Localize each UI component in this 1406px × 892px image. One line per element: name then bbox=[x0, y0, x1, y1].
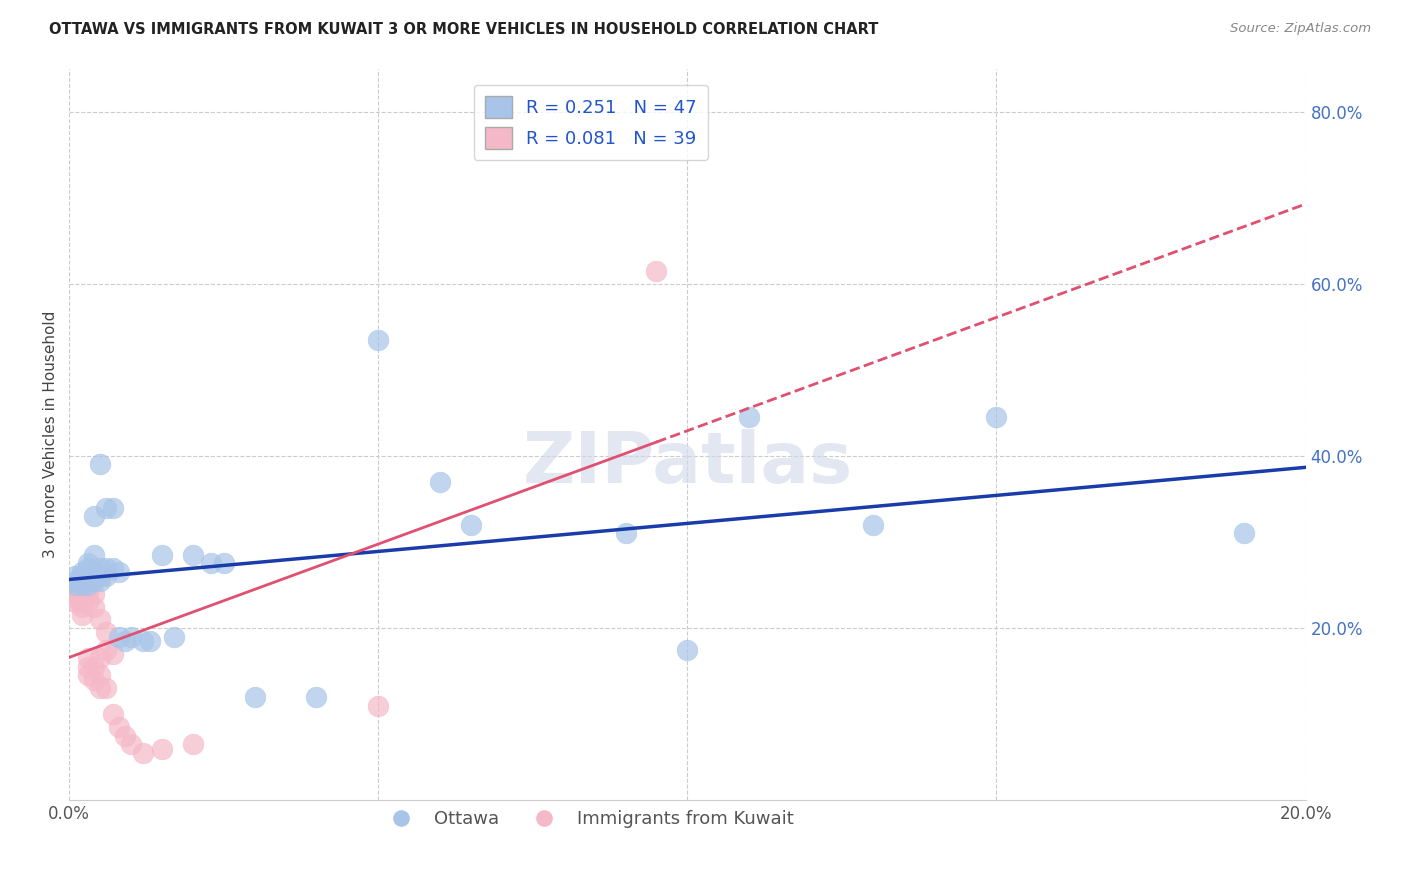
Point bbox=[101, 500, 124, 515]
Point bbox=[986, 410, 1008, 425]
Point bbox=[70, 578, 93, 592]
Point bbox=[83, 509, 105, 524]
Point bbox=[70, 574, 93, 588]
Point bbox=[70, 578, 93, 592]
Point bbox=[76, 561, 98, 575]
Point bbox=[132, 634, 155, 648]
Point bbox=[429, 475, 451, 489]
Text: Source: ZipAtlas.com: Source: ZipAtlas.com bbox=[1230, 22, 1371, 36]
Point bbox=[96, 561, 118, 575]
Point bbox=[181, 548, 204, 562]
Point bbox=[107, 630, 129, 644]
Point bbox=[107, 720, 129, 734]
Point bbox=[76, 660, 98, 674]
Point bbox=[65, 595, 87, 609]
Point bbox=[83, 673, 105, 687]
Point bbox=[83, 660, 105, 674]
Point bbox=[367, 333, 389, 347]
Point bbox=[89, 668, 111, 682]
Point bbox=[70, 608, 93, 623]
Point bbox=[76, 595, 98, 609]
Point bbox=[89, 612, 111, 626]
Point bbox=[65, 586, 87, 600]
Point bbox=[114, 634, 136, 648]
Point bbox=[70, 582, 93, 597]
Text: OTTAWA VS IMMIGRANTS FROM KUWAIT 3 OR MORE VEHICLES IN HOUSEHOLD CORRELATION CHA: OTTAWA VS IMMIGRANTS FROM KUWAIT 3 OR MO… bbox=[49, 22, 879, 37]
Point bbox=[65, 574, 87, 588]
Point bbox=[114, 729, 136, 743]
Legend: Ottawa, Immigrants from Kuwait: Ottawa, Immigrants from Kuwait bbox=[377, 803, 801, 835]
Point bbox=[96, 681, 118, 696]
Point bbox=[101, 561, 124, 575]
Point bbox=[862, 517, 884, 532]
Point bbox=[101, 647, 124, 661]
Point bbox=[150, 548, 173, 562]
Point bbox=[65, 578, 87, 592]
Point bbox=[1233, 526, 1256, 541]
Point bbox=[83, 565, 105, 579]
Point bbox=[76, 651, 98, 665]
Point bbox=[138, 634, 160, 648]
Point bbox=[243, 690, 266, 704]
Point bbox=[460, 517, 482, 532]
Point bbox=[65, 591, 87, 605]
Point bbox=[212, 557, 235, 571]
Point bbox=[76, 582, 98, 597]
Point bbox=[65, 569, 87, 583]
Point bbox=[89, 561, 111, 575]
Point bbox=[83, 548, 105, 562]
Point bbox=[96, 569, 118, 583]
Point bbox=[367, 698, 389, 713]
Point bbox=[76, 565, 98, 579]
Point bbox=[645, 264, 668, 278]
Point bbox=[83, 586, 105, 600]
Point bbox=[70, 565, 93, 579]
Point bbox=[96, 642, 118, 657]
Point bbox=[70, 569, 93, 583]
Point bbox=[70, 591, 93, 605]
Point bbox=[65, 578, 87, 592]
Point bbox=[101, 707, 124, 722]
Point bbox=[132, 746, 155, 760]
Point bbox=[150, 741, 173, 756]
Point bbox=[614, 526, 637, 541]
Point bbox=[76, 586, 98, 600]
Point bbox=[70, 599, 93, 614]
Point bbox=[120, 737, 142, 751]
Point bbox=[65, 586, 87, 600]
Point bbox=[76, 557, 98, 571]
Point bbox=[76, 578, 98, 592]
Point bbox=[76, 574, 98, 588]
Point bbox=[107, 565, 129, 579]
Point bbox=[89, 574, 111, 588]
Point bbox=[181, 737, 204, 751]
Point bbox=[70, 586, 93, 600]
Point bbox=[76, 668, 98, 682]
Point bbox=[96, 625, 118, 640]
Point bbox=[738, 410, 761, 425]
Point bbox=[676, 642, 699, 657]
Point bbox=[89, 569, 111, 583]
Point bbox=[305, 690, 328, 704]
Point bbox=[70, 595, 93, 609]
Point bbox=[96, 500, 118, 515]
Point bbox=[83, 599, 105, 614]
Point bbox=[89, 458, 111, 472]
Point bbox=[200, 557, 222, 571]
Y-axis label: 3 or more Vehicles in Household: 3 or more Vehicles in Household bbox=[44, 310, 58, 558]
Text: ZIPatlas: ZIPatlas bbox=[522, 429, 852, 498]
Point bbox=[163, 630, 186, 644]
Point bbox=[89, 681, 111, 696]
Point bbox=[89, 651, 111, 665]
Point bbox=[83, 574, 105, 588]
Point bbox=[120, 630, 142, 644]
